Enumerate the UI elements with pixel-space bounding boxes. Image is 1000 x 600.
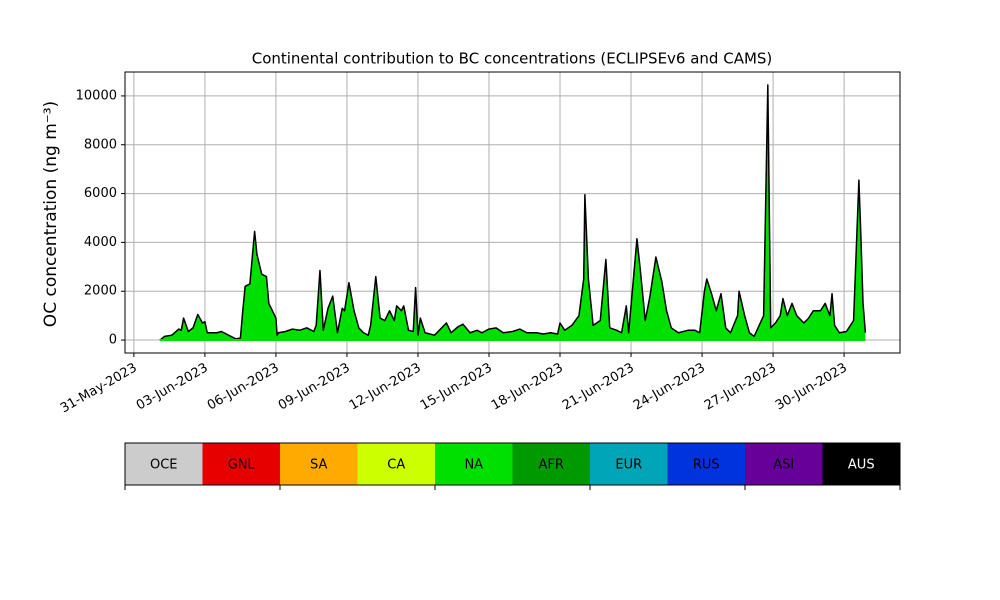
colorbar-swatch	[435, 443, 513, 485]
colorbar-swatch	[125, 443, 203, 485]
colorbar-label: RUS	[693, 458, 720, 473]
y-tick-label: 6000	[84, 186, 117, 201]
y-tick-label: 4000	[84, 235, 117, 250]
colorbar-label: OCE	[150, 458, 178, 473]
colorbar-label: SA	[310, 458, 327, 473]
colorbar-label: EUR	[615, 458, 642, 473]
colorbar-swatch	[822, 443, 900, 485]
x-tick-label: 15-Jun-2023	[418, 361, 495, 414]
x-tick-label: 31-May-2023	[58, 361, 140, 417]
colorbar-label: AFR	[539, 458, 564, 473]
area-outline	[159, 84, 867, 341]
x-tick-label: 03-Jun-2023	[134, 361, 211, 414]
colorbar-label: ASI	[773, 458, 794, 473]
y-tick-label: 0	[109, 333, 117, 348]
y-tick-label: 8000	[84, 137, 117, 152]
x-tick-label: 12-Jun-2023	[347, 361, 424, 414]
colorbar-label: NA	[464, 458, 483, 473]
y-axis-label: OC concentration (ng m⁻³)	[41, 101, 61, 327]
area	[159, 84, 866, 341]
colorbar-swatch	[202, 443, 280, 485]
x-tick-label: 21-Jun-2023	[560, 361, 637, 414]
colorbar-label: AUS	[848, 458, 875, 473]
colorbar-swatch	[745, 443, 823, 485]
plot-frame	[124, 71, 901, 354]
colorbar-swatch	[357, 443, 435, 485]
x-tick-label: 24-Jun-2023	[631, 361, 708, 414]
x-tick-label: 06-Jun-2023	[205, 361, 282, 414]
x-tick-label: 27-Jun-2023	[702, 361, 779, 414]
y-tick-label: 10000	[76, 88, 117, 103]
chart-title: Continental contribution to BC concentra…	[252, 50, 773, 68]
colorbar-swatch	[667, 443, 745, 485]
colorbar-swatch	[512, 443, 590, 485]
colorbar-label: GNL	[228, 458, 256, 473]
x-tick-label: 18-Jun-2023	[489, 361, 566, 414]
colorbar-label: CA	[387, 458, 405, 473]
y-tick-label: 2000	[84, 284, 117, 299]
colorbar-swatch	[590, 443, 668, 485]
x-tick-label: 09-Jun-2023	[276, 361, 353, 414]
colorbar-swatch	[280, 443, 358, 485]
x-tick-label: 30-Jun-2023	[773, 361, 850, 414]
colorbar-frame	[124, 442, 901, 486]
